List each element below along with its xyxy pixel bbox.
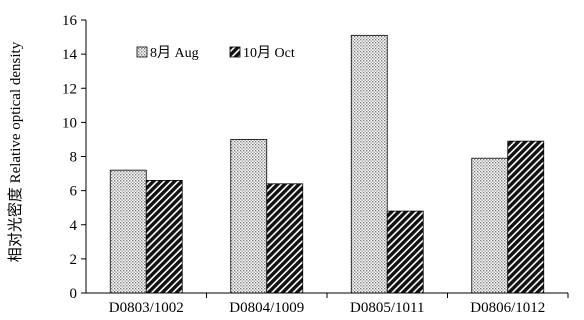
y-tick-label: 8 [70,150,78,166]
x-category-label: D0804/1009 [229,300,304,316]
x-category-label: D0803/1002 [109,300,184,316]
y-tick-label: 2 [70,252,78,268]
legend-swatch-oct [229,46,241,58]
y-tick-label: 16 [62,13,78,29]
x-category-label: D0805/1011 [350,300,424,316]
x-axis-labels: D0803/1002 D0804/1009 D0805/1011 D0806/1012 [109,293,569,316]
y-tick-label: 6 [70,184,78,200]
bar-oct-1 [145,179,183,294]
y-tick-label: 0 [70,286,78,302]
y-axis-label: 相对光密度 Relative optical density [7,41,24,262]
legend-label-aug: 8月 Aug [150,45,199,61]
legend: 8月 Aug 10月 Oct [136,45,295,61]
y-tick-label: 12 [62,81,77,97]
bar-oct-3 [386,210,424,294]
legend-label-oct: 10月 Oct [243,45,295,61]
y-tick-label: 10 [62,115,77,131]
y-tick-label: 4 [70,218,78,234]
y-tick-label: 14 [62,47,78,63]
legend-swatch-aug [136,46,148,58]
y-axis-ticks: 0 2 4 6 8 10 12 14 16 [62,13,86,302]
bar-aug-1 [109,169,147,294]
bar-aug-3 [350,34,388,294]
x-category-label: D0806/1012 [470,300,545,316]
bar-aug-4 [471,157,509,294]
bars [109,34,545,294]
bar-aug-2 [230,139,268,294]
bar-oct-2 [266,183,304,294]
bar-oct-4 [507,140,545,294]
